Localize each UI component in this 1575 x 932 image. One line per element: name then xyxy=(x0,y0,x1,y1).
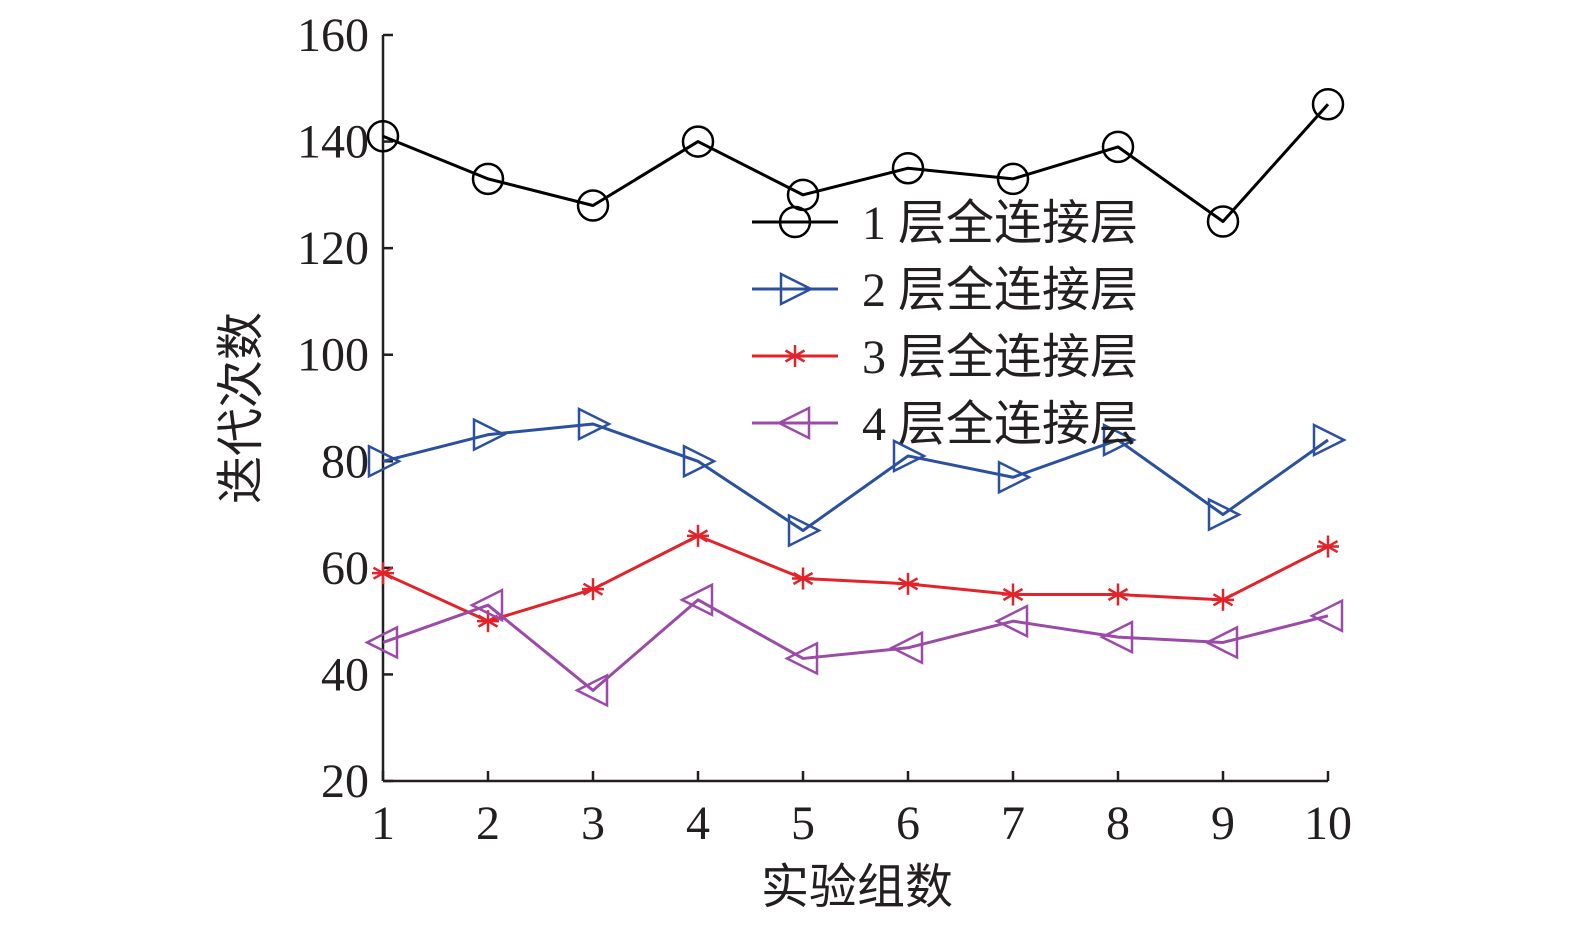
triangle-right-marker xyxy=(472,417,507,452)
asterisk-marker xyxy=(1107,583,1129,606)
triangle-left-marker xyxy=(776,405,811,441)
legend-entry: 4 层全连接层 xyxy=(752,398,1138,451)
x-tick-label: 7 xyxy=(1001,797,1025,850)
triangle-right-marker xyxy=(1102,422,1137,457)
triangle-left-marker xyxy=(574,673,609,708)
asterisk-marker xyxy=(1002,583,1024,606)
circle-marker xyxy=(681,125,715,158)
triangle-left-marker xyxy=(679,582,714,617)
legend-entry: 2 层全连接层 xyxy=(752,264,1138,317)
y-tick-label: 120 xyxy=(297,222,369,275)
x-tick-label: 8 xyxy=(1106,797,1130,850)
triangle-right-marker xyxy=(1207,497,1242,532)
asterisk-marker xyxy=(1212,588,1234,611)
asterisk-marker xyxy=(1317,535,1339,558)
circle-marker xyxy=(1101,130,1135,164)
circle-marker xyxy=(471,162,505,196)
y-tick-label: 40 xyxy=(321,648,369,701)
triangle-right-marker xyxy=(682,444,717,479)
x-tick-label: 2 xyxy=(476,797,500,850)
circle-marker xyxy=(778,205,812,239)
triangle-right-marker xyxy=(892,438,927,473)
triangle-left-marker xyxy=(1204,625,1239,660)
x-tick-label: 5 xyxy=(791,797,815,850)
legend-label: 3 层全连接层 xyxy=(862,331,1138,384)
circle-marker xyxy=(366,119,400,153)
x-tick-label: 4 xyxy=(686,797,710,850)
series-3 xyxy=(372,524,1339,633)
legend-entry: 1 层全连接层 xyxy=(752,197,1138,250)
circle-marker xyxy=(1206,205,1240,238)
circle-marker xyxy=(576,189,610,222)
asterisk-marker xyxy=(372,562,394,585)
triangle-right-marker xyxy=(1312,422,1347,457)
triangle-right-marker xyxy=(367,444,402,479)
triangle-right-marker xyxy=(779,271,814,307)
triangle-left-marker xyxy=(1309,598,1344,633)
triangle-left-marker xyxy=(784,641,819,676)
legend-label: 4 层全连接层 xyxy=(862,398,1138,451)
y-tick-label: 60 xyxy=(321,542,369,595)
circle-marker xyxy=(1311,88,1345,121)
series-group xyxy=(364,88,1347,708)
series-line xyxy=(382,534,1329,623)
triangle-left-marker xyxy=(994,604,1029,639)
legend-label: 2 层全连接层 xyxy=(862,264,1138,317)
legend-label: 1 层全连接层 xyxy=(862,197,1138,250)
asterisk-marker xyxy=(582,578,604,601)
y-tick-label: 140 xyxy=(297,116,369,169)
x-tick-label: 10 xyxy=(1304,797,1352,850)
triangle-right-marker xyxy=(997,460,1032,495)
y-tick-label: 80 xyxy=(321,435,369,488)
series-4 xyxy=(364,582,1344,708)
series-line xyxy=(382,422,1329,533)
triangle-right-marker xyxy=(577,406,612,442)
triangle-left-marker xyxy=(889,630,924,665)
asterisk-marker xyxy=(792,567,814,590)
series-2 xyxy=(367,406,1347,548)
x-axis-label: 实验组数 xyxy=(761,861,953,914)
legend-entry: 3 层全连接层 xyxy=(752,331,1138,384)
x-tick-label: 6 xyxy=(896,797,920,850)
y-tick-label: 100 xyxy=(297,329,369,382)
x-tick-label: 9 xyxy=(1211,797,1235,850)
asterisk-marker xyxy=(897,572,919,595)
legend: 1 层全连接层 2 层全连接层 3 层全连接层 4 层全连接层 xyxy=(752,197,1138,451)
asterisk-marker xyxy=(687,524,709,547)
y-tick-label: 20 xyxy=(321,755,369,808)
x-tick-label: 1 xyxy=(371,797,395,850)
axes: 20 40 60 80 100 120 140 160 1 2 3 4 5 6 7 8 9 10 xyxy=(297,9,1352,850)
triangle-left-marker xyxy=(1099,620,1134,655)
triangle-right-marker xyxy=(787,513,822,548)
circle-marker xyxy=(891,151,925,185)
asterisk-marker xyxy=(784,345,806,367)
series-line xyxy=(382,598,1329,692)
x-tick-label: 3 xyxy=(581,797,605,850)
series-1 xyxy=(366,88,1345,238)
triangle-left-marker xyxy=(469,588,504,623)
y-axis-label: 迭代次数 xyxy=(215,312,268,504)
circle-marker xyxy=(996,162,1030,196)
triangle-left-marker xyxy=(364,625,399,660)
y-tick-label: 160 xyxy=(297,9,369,62)
series-line xyxy=(382,103,1330,223)
